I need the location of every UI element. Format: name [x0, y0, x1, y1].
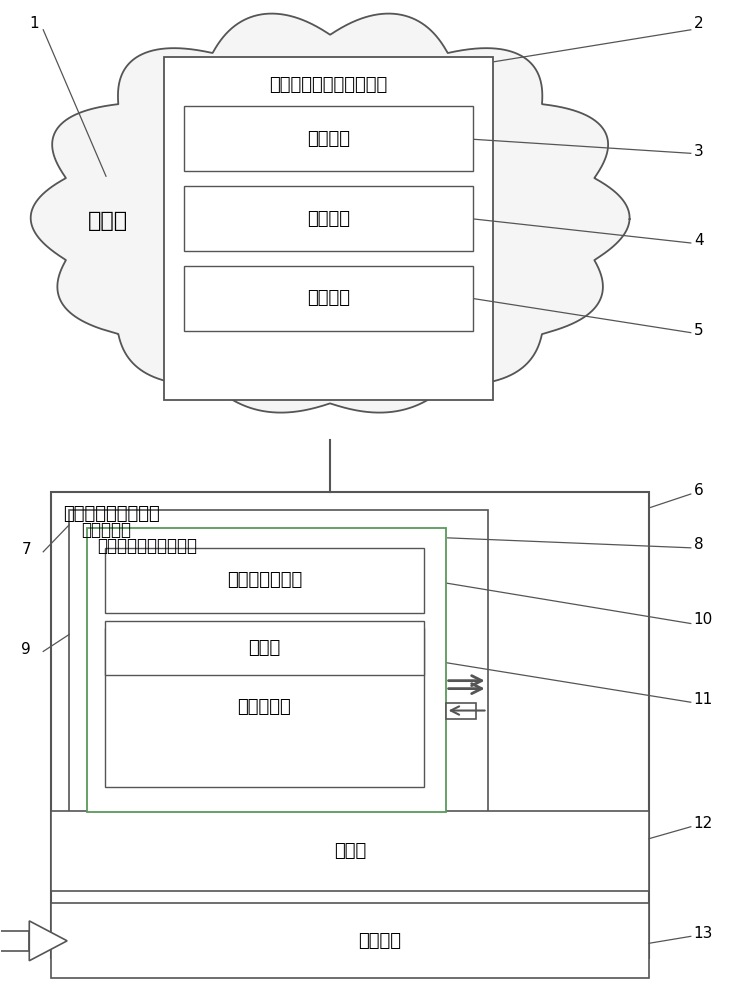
- Bar: [105, 628, 424, 787]
- Text: 4: 4: [693, 233, 704, 248]
- Text: 5: 5: [693, 323, 704, 338]
- Text: 7: 7: [21, 542, 31, 557]
- Text: 11: 11: [693, 692, 713, 707]
- Text: 2: 2: [693, 16, 704, 31]
- Text: 控制模块: 控制模块: [306, 210, 350, 228]
- Text: 10: 10: [693, 612, 713, 627]
- Text: 用户界面层: 用户界面层: [237, 698, 291, 716]
- Bar: [87, 528, 446, 812]
- Polygon shape: [29, 921, 67, 961]
- Bar: [105, 548, 424, 613]
- Bar: [184, 186, 473, 251]
- Text: 无线通信信号分析仪: 无线通信信号分析仪: [63, 505, 160, 523]
- Text: 无线通信信号分析软件: 无线通信信号分析软件: [97, 537, 197, 555]
- Text: 驱动层: 驱动层: [248, 639, 281, 657]
- Text: 无线通信信号调解云服务: 无线通信信号调解云服务: [269, 76, 387, 94]
- Text: 3: 3: [693, 144, 704, 159]
- Text: 8: 8: [693, 537, 704, 552]
- Bar: [0, 931, 29, 951]
- Text: 12: 12: [693, 816, 713, 831]
- Bar: [51, 811, 649, 891]
- Bar: [163, 57, 493, 400]
- Polygon shape: [31, 14, 630, 413]
- Text: 接口模块: 接口模块: [306, 289, 350, 307]
- Bar: [184, 266, 473, 331]
- Text: 9: 9: [21, 642, 31, 657]
- Text: 云平台: 云平台: [88, 211, 128, 231]
- Text: 1: 1: [29, 16, 39, 31]
- Text: 工控计算机: 工控计算机: [81, 521, 131, 539]
- Text: 射频电路: 射频电路: [358, 932, 402, 950]
- Bar: [105, 621, 424, 675]
- Bar: [51, 903, 649, 978]
- Text: 应用程序管理层: 应用程序管理层: [226, 571, 302, 589]
- Text: 基带板: 基带板: [334, 842, 366, 860]
- Bar: [69, 510, 487, 819]
- Bar: [446, 703, 476, 719]
- Text: 解调模块: 解调模块: [306, 130, 350, 148]
- Bar: [51, 492, 649, 958]
- Bar: [184, 106, 473, 171]
- Text: 6: 6: [693, 483, 704, 498]
- Text: 13: 13: [693, 926, 713, 941]
